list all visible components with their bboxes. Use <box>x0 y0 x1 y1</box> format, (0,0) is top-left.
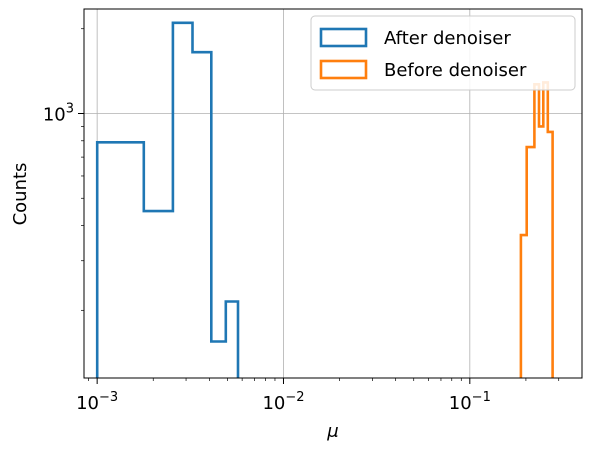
legend-label: After denoiser <box>384 28 511 49</box>
legend-label: Before denoiser <box>384 60 527 81</box>
y-axis-label: Counts <box>10 163 31 226</box>
x-tick-label: 10−2 <box>262 390 304 414</box>
legend: After denoiser Before denoiser <box>310 15 576 91</box>
legend-swatch <box>319 27 368 48</box>
x-tick-label: 10−1 <box>449 390 491 414</box>
y-tick-label: 103 <box>43 101 74 125</box>
histogram-series-2 <box>519 81 554 378</box>
histogram-series-1 <box>95 21 240 378</box>
legend-box <box>310 15 576 91</box>
histogram-series <box>95 21 554 378</box>
plot-frame <box>83 8 583 379</box>
axis-ticks: 10−3 10−2 10−1 103 <box>43 28 560 414</box>
legend-swatch <box>319 59 368 80</box>
x-axis-label: μ <box>326 421 338 442</box>
x-tick-label: 10−3 <box>76 390 118 414</box>
